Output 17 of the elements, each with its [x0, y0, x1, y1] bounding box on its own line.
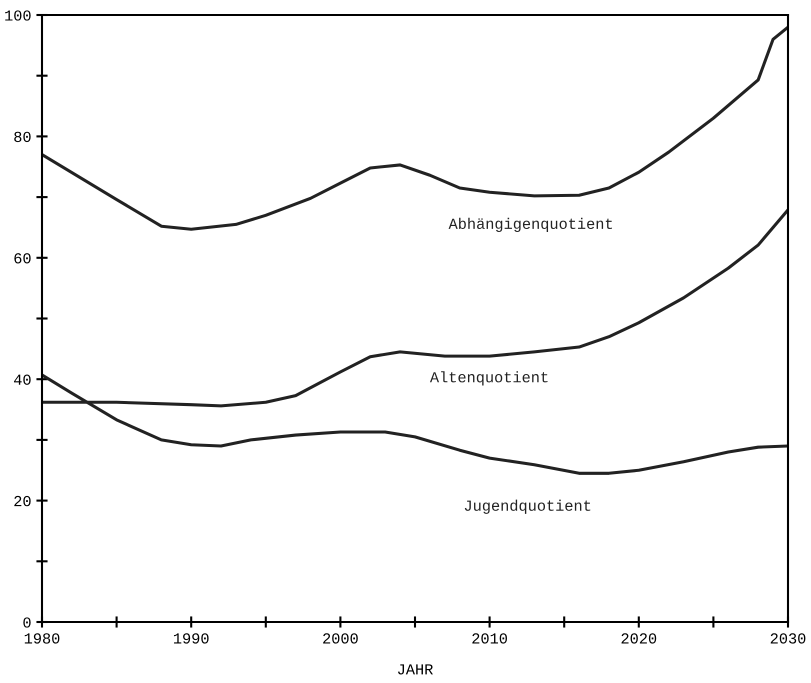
x-axis-title: JAHR	[398, 664, 433, 675]
series-label: Jugendquotient	[464, 500, 590, 514]
x-tick-label: 2010	[472, 633, 507, 644]
x-tick-label: 2020	[622, 633, 656, 644]
y-tick-label: 80	[14, 132, 31, 142]
x-tick-label: 1980	[24, 633, 60, 644]
x-tick-label: 2000	[323, 633, 358, 644]
y-tick-label: 100	[5, 10, 31, 21]
y-tick-label: 40	[14, 374, 31, 385]
x-tick-label: 1990	[174, 633, 209, 644]
y-tick-label: 60	[14, 253, 31, 264]
series-label: Altenquotient	[430, 371, 548, 386]
x-tick-label: 2030	[770, 633, 806, 644]
y-tick-label: 20	[14, 496, 31, 506]
y-tick-label: 0	[23, 617, 31, 628]
series-label: Abhängigenquotient	[448, 218, 612, 232]
line-series	[42, 26, 788, 231]
